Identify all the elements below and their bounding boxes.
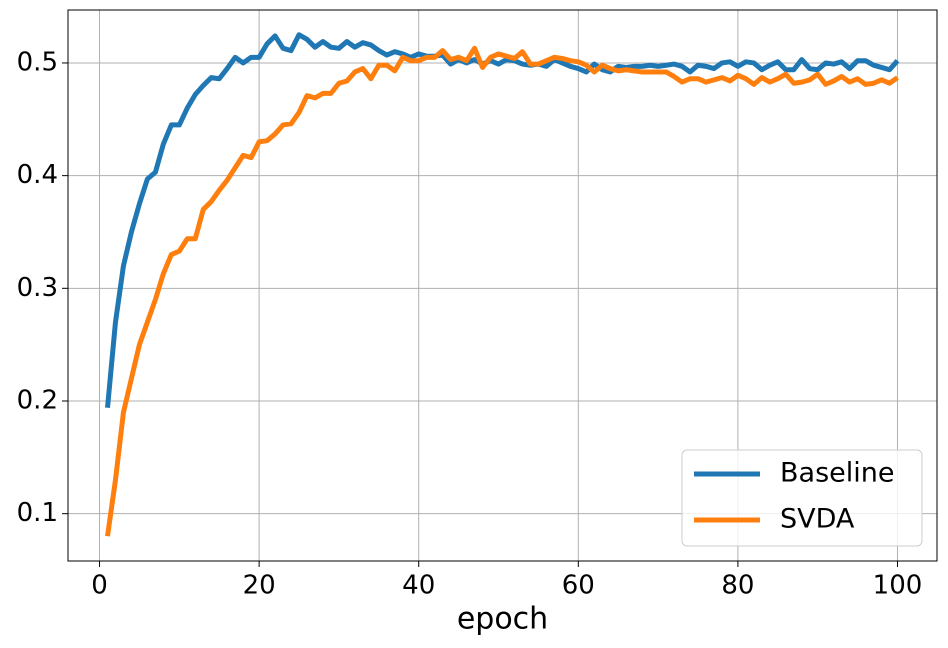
x-tick-label: 100 <box>873 571 923 601</box>
line-series <box>105 45 899 537</box>
y-tick-label: 0.1 <box>17 498 58 528</box>
y-tick-label: 0.2 <box>17 385 58 415</box>
x-tick-label: 0 <box>91 571 108 601</box>
line-series <box>105 32 900 408</box>
y-tick-label: 0.4 <box>17 160 58 190</box>
x-tick-label: 20 <box>243 571 276 601</box>
y-tick-label: 0.5 <box>17 47 58 77</box>
x-axis-label: epoch <box>457 602 548 637</box>
x-tick-label: 60 <box>562 571 595 601</box>
x-tick-label: 40 <box>402 571 435 601</box>
y-tick-label: 0.3 <box>17 273 58 303</box>
legend-label: Baseline <box>780 458 894 489</box>
legend-label: SVDA <box>780 504 855 535</box>
axes-frame <box>67 9 938 562</box>
x-tick-label: 80 <box>721 571 754 601</box>
